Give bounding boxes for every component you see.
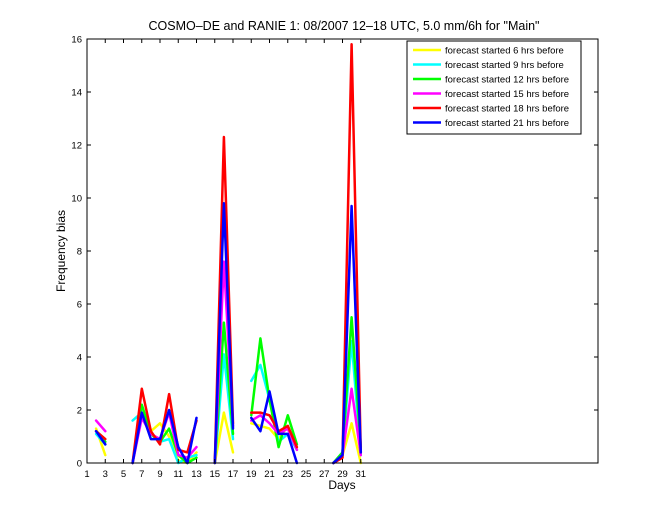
y-tick-label: 12 bbox=[71, 141, 82, 152]
x-tick-label: 31 bbox=[355, 469, 366, 480]
y-tick-label: 2 bbox=[77, 406, 82, 417]
x-tick-label: 11 bbox=[173, 469, 183, 480]
x-tick-label: 15 bbox=[209, 469, 220, 480]
x-tick-label: 7 bbox=[139, 469, 144, 480]
x-tick-label: 3 bbox=[103, 469, 108, 480]
legend-entry-label: forecast started 21 hrs before bbox=[445, 118, 569, 129]
y-tick-label: 8 bbox=[77, 247, 82, 258]
x-tick-label: 25 bbox=[301, 469, 312, 480]
y-tick-label: 10 bbox=[71, 194, 82, 205]
y-tick-label: 14 bbox=[71, 88, 82, 99]
legend-entry-label: forecast started 15 hrs before bbox=[445, 89, 569, 100]
legend-entry-label: forecast started 18 hrs before bbox=[445, 104, 569, 115]
x-tick-label: 29 bbox=[337, 469, 348, 480]
x-tick-label: 27 bbox=[319, 469, 330, 480]
x-tick-label: 21 bbox=[264, 469, 275, 480]
x-tick-label: 23 bbox=[282, 469, 293, 480]
y-tick-label: 16 bbox=[71, 35, 82, 46]
x-axis-label: Days bbox=[328, 478, 355, 492]
series-line-1 bbox=[94, 411, 363, 465]
legend: forecast started 6 hrs before forecast st… bbox=[406, 40, 582, 135]
series-line-5 bbox=[94, 43, 363, 465]
legend-entry-label: forecast started 9 hrs before bbox=[445, 60, 564, 71]
x-tick-label: 9 bbox=[157, 469, 162, 480]
series-layer bbox=[94, 43, 363, 465]
x-tick-label: 19 bbox=[246, 469, 257, 480]
x-tick-label: 13 bbox=[191, 469, 202, 480]
y-tick-label: 0 bbox=[77, 459, 82, 470]
y-tick-label: 6 bbox=[77, 300, 82, 311]
x-tick-label: 5 bbox=[121, 469, 126, 480]
series-line-6 bbox=[94, 202, 363, 465]
x-tick-label: 17 bbox=[228, 469, 239, 480]
y-axis-label: Frequency bias bbox=[54, 210, 68, 292]
chart-title: COSMO–DE and RANIE 1: 08/2007 12–18 UTC,… bbox=[149, 19, 540, 33]
legend-entry-label: forecast started 12 hrs before bbox=[445, 75, 569, 86]
y-tick-label: 4 bbox=[77, 353, 82, 364]
legend-entry-label: forecast started 6 hrs before bbox=[445, 46, 564, 57]
x-tick-label: 1 bbox=[84, 469, 89, 480]
legend-box bbox=[406, 40, 582, 135]
